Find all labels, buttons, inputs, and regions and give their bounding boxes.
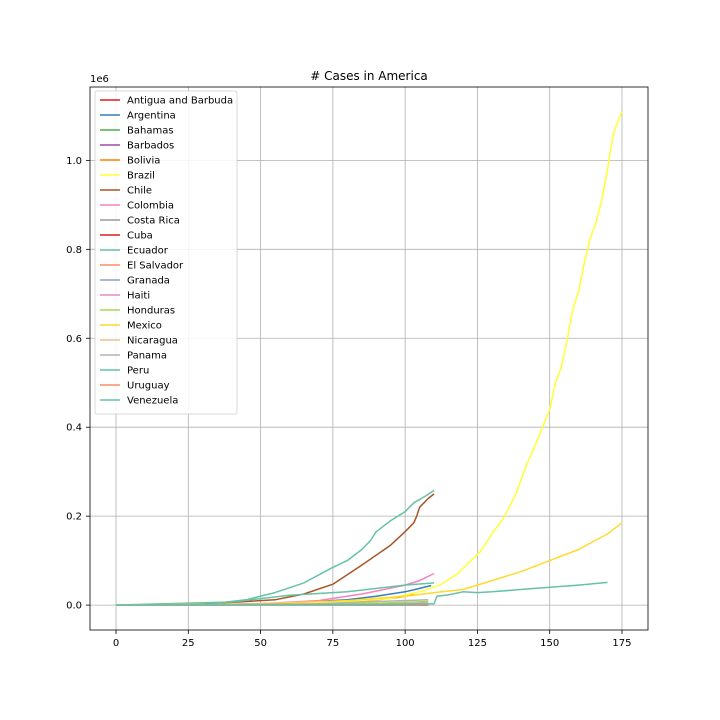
legend-label: Antigua and Barbuda (127, 96, 233, 107)
y-tick-label: 0.2 (66, 512, 82, 523)
y-axis-offset-label: 1e6 (90, 74, 109, 85)
legend-label: Bahamas (127, 126, 174, 137)
y-tick-label: 0.6 (66, 334, 82, 345)
series-line (115, 522, 623, 606)
series-line (115, 581, 608, 606)
x-tick-label: 100 (396, 638, 415, 649)
x-axis: 0 25 50 75 100 125 150 175 (113, 630, 632, 649)
legend-label: Chile (127, 186, 152, 197)
legend-box (94, 90, 238, 415)
legend-label: Granada (127, 276, 170, 287)
legend-label: Mexico (127, 321, 162, 332)
x-tick-label: 0 (113, 638, 119, 649)
legend-label: Bolivia (127, 156, 160, 167)
legend-label: Argentina (127, 111, 176, 122)
series-line (115, 489, 435, 606)
series-line (115, 493, 435, 606)
y-tick-label: 0.8 (66, 245, 82, 256)
series-line (115, 582, 435, 606)
x-tick-label: 150 (540, 638, 559, 649)
y-tick-label: 0.4 (66, 423, 82, 434)
legend-label: Brazil (127, 171, 155, 182)
legend: Antigua and Barbuda Argentina Bahamas Barba… (94, 90, 238, 415)
legend-label: Uruguay (127, 381, 170, 392)
x-tick-label: 75 (326, 638, 339, 649)
x-tick-label: 25 (182, 638, 195, 649)
x-tick-label: 125 (468, 638, 487, 649)
legend-label: Nicaragua (127, 336, 178, 347)
legend-label: Peru (127, 366, 149, 377)
legend-label: Barbados (127, 141, 174, 152)
x-tick-label: 50 (254, 638, 267, 649)
legend-label: Costa Rica (127, 216, 180, 227)
legend-label: Honduras (127, 306, 175, 317)
y-tick-label: 0.0 (66, 601, 82, 612)
legend-label: El Salvador (127, 261, 184, 272)
plot-frame (89, 86, 649, 631)
legend-label: Panama (127, 351, 167, 362)
series-line (115, 111, 623, 606)
legend-label: Ecuador (127, 246, 169, 257)
series-lines (115, 111, 623, 606)
y-tick-label: 1.0 (66, 156, 82, 167)
y-axis: 0.0 0.2 0.4 0.6 0.8 1.0 (66, 156, 90, 612)
legend-label: Haiti (127, 291, 150, 302)
legend-label: Venezuela (127, 396, 178, 407)
x-tick-label: 175 (612, 638, 631, 649)
chart-title: # Cases in America (310, 69, 428, 83)
legend-label: Colombia (127, 201, 174, 212)
legend-label: Cuba (127, 231, 153, 242)
